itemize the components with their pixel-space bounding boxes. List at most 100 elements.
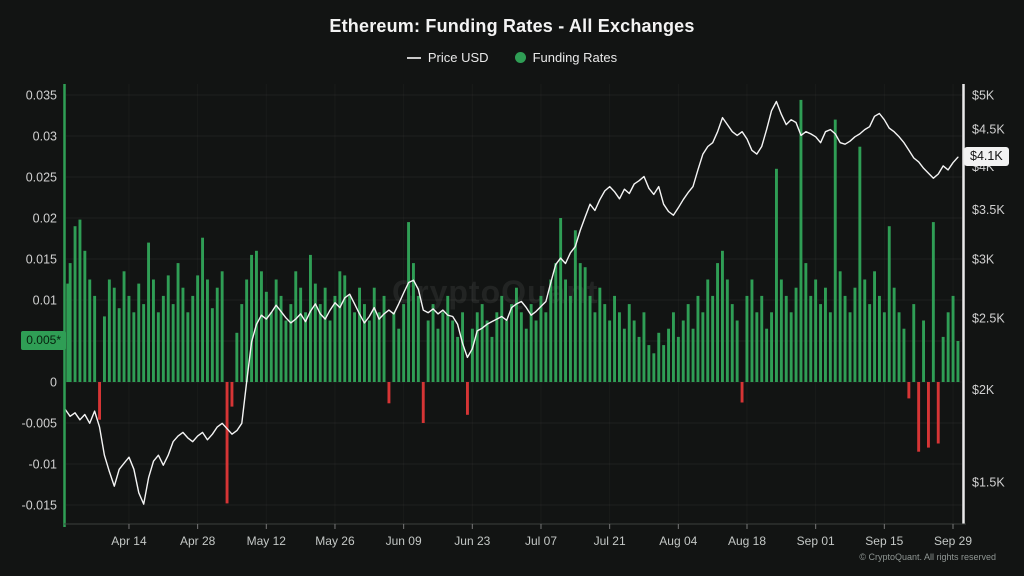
funding-bar-positive bbox=[377, 312, 381, 382]
funding-bar-positive bbox=[716, 263, 719, 382]
funding-bar-positive bbox=[691, 328, 695, 382]
funding-bar-negative bbox=[907, 382, 911, 399]
axis-labels-layer: 0.035 0.03 0.025 0.02 0.015 0.01 0 -0.005 -0.01 -… bbox=[22, 89, 1006, 549]
funding-bar-positive bbox=[436, 328, 440, 382]
funding-bar-negative bbox=[927, 382, 930, 448]
funding-bar-positive bbox=[397, 328, 401, 382]
funding-bar-positive bbox=[402, 304, 406, 382]
funding-bar-positive bbox=[853, 287, 857, 382]
x-axis-label: May 12 bbox=[247, 534, 287, 548]
funding-bar-positive bbox=[951, 295, 955, 382]
funding-bar-positive bbox=[245, 279, 249, 382]
legend-label-funding-rates: Funding Rates bbox=[532, 50, 618, 65]
funding-bars-layer bbox=[66, 99, 960, 504]
funding-bar-positive bbox=[235, 332, 239, 382]
funding-bar-positive bbox=[122, 271, 126, 382]
funding-bar-positive bbox=[627, 304, 631, 382]
funding-bar-positive bbox=[701, 312, 705, 382]
funding-bar-positive bbox=[583, 267, 587, 382]
funding-bar-positive bbox=[529, 304, 533, 382]
x-axis-label: Jun 23 bbox=[454, 534, 490, 548]
funding-bar-positive bbox=[107, 279, 111, 382]
funding-bar-positive bbox=[931, 222, 935, 382]
funding-bar-positive bbox=[657, 332, 661, 382]
funding-bar-positive bbox=[897, 312, 901, 382]
line-marker-icon bbox=[406, 56, 421, 59]
funding-bar-negative bbox=[740, 382, 744, 403]
funding-bar-positive bbox=[372, 287, 376, 382]
funding-bar-positive bbox=[603, 304, 607, 382]
funding-bar-positive bbox=[652, 353, 656, 382]
funding-bar-positive bbox=[431, 304, 435, 382]
funding-bar-positive bbox=[407, 222, 410, 382]
latest-price-badge: $4.1K bbox=[964, 147, 1009, 167]
funding-bar-positive bbox=[642, 312, 646, 382]
funding-bar-positive bbox=[166, 275, 170, 382]
x-axis-label: Apr 14 bbox=[111, 534, 147, 548]
funding-bar-positive bbox=[412, 263, 415, 382]
funding-bar-positive bbox=[328, 320, 332, 382]
funding-bar-positive bbox=[181, 287, 185, 382]
funding-bar-positive bbox=[73, 226, 77, 382]
x-axis-label: Jun 09 bbox=[386, 534, 422, 548]
funding-bar-positive bbox=[367, 320, 371, 382]
funding-bar-negative bbox=[98, 382, 101, 420]
legend-item-funding-rates[interactable]: Funding Rates bbox=[514, 50, 618, 65]
funding-bar-positive bbox=[804, 263, 808, 382]
x-axis-label: Sep 29 bbox=[934, 534, 972, 548]
funding-bar-positive bbox=[260, 271, 263, 382]
funding-bar-positive bbox=[941, 336, 945, 382]
funding-bar-positive bbox=[573, 230, 577, 382]
funding-bar-positive bbox=[647, 345, 651, 382]
x-axis-label: Sep 01 bbox=[797, 534, 835, 548]
funding-bar-positive bbox=[539, 295, 543, 382]
funding-bar-positive bbox=[534, 320, 538, 382]
funding-bar-positive bbox=[186, 312, 190, 382]
right-axis-label: $1.5K bbox=[972, 475, 1005, 489]
funding-bar-positive bbox=[475, 312, 479, 382]
funding-bar-positive bbox=[171, 304, 175, 382]
funding-bar-negative bbox=[225, 382, 229, 504]
funding-bar-positive bbox=[255, 250, 258, 382]
funding-bar-positive bbox=[363, 304, 366, 382]
funding-bar-negative bbox=[387, 382, 391, 404]
funding-bar-positive bbox=[868, 304, 872, 382]
funding-bar-positive bbox=[863, 279, 867, 382]
funding-bar-positive bbox=[66, 283, 70, 382]
copyright-notice: © CryptoQuant. All rights reserved bbox=[859, 552, 996, 562]
funding-bar-positive bbox=[426, 320, 430, 382]
funding-bar-positive bbox=[902, 328, 906, 382]
funding-bar-positive bbox=[456, 336, 460, 382]
x-axis-label: Sep 15 bbox=[865, 534, 903, 548]
funding-bar-positive bbox=[838, 271, 842, 382]
funding-bar-positive bbox=[824, 287, 827, 382]
funding-bar-positive bbox=[152, 279, 155, 382]
legend-item-price-usd[interactable]: Price USD bbox=[406, 50, 489, 65]
funding-bar-positive bbox=[353, 312, 356, 382]
funding-bar-positive bbox=[750, 279, 754, 382]
funding-bar-positive bbox=[470, 328, 474, 382]
funding-bar-positive bbox=[88, 279, 92, 382]
funding-bar-positive bbox=[147, 242, 150, 382]
funding-bar-positive bbox=[132, 312, 136, 382]
funding-bar-positive bbox=[760, 295, 764, 382]
funding-bar-positive bbox=[956, 341, 960, 382]
funding-bar-positive bbox=[68, 263, 72, 382]
funding-bar-positive bbox=[284, 320, 288, 382]
funding-bar-positive bbox=[441, 312, 445, 382]
funding-bar-positive bbox=[112, 287, 116, 382]
right-axis-label: $3K bbox=[972, 253, 995, 267]
left-axis-label: 0.015 bbox=[26, 253, 57, 267]
funding-bar-negative bbox=[466, 382, 469, 415]
funding-bar-positive bbox=[519, 312, 523, 382]
funding-bar-positive bbox=[819, 304, 822, 382]
funding-bar-positive bbox=[524, 328, 528, 382]
funding-bar-positive bbox=[892, 287, 896, 382]
x-axis-label: May 26 bbox=[315, 534, 355, 548]
funding-bar-positive bbox=[323, 287, 327, 382]
funding-bar-positive bbox=[210, 308, 214, 382]
funding-bar-positive bbox=[156, 312, 160, 382]
funding-bar-positive bbox=[500, 295, 504, 382]
